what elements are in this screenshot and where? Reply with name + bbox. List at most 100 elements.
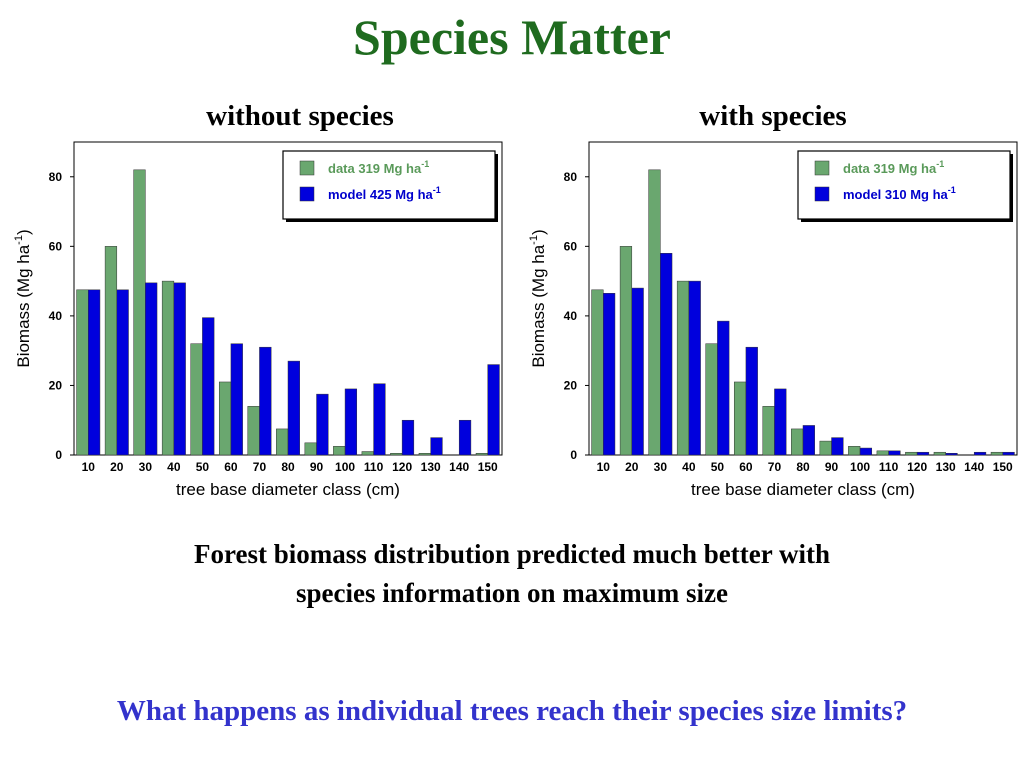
model-bar xyxy=(859,447,873,456)
data-bar xyxy=(104,246,118,456)
y-tick-label: 20 xyxy=(564,378,578,392)
y-tick-label: 80 xyxy=(49,170,63,184)
model-bar xyxy=(373,383,386,456)
legend-label-model: model 425 Mg ha-1 xyxy=(328,185,441,202)
data-bar xyxy=(390,453,403,456)
data-bar xyxy=(591,289,604,456)
model-bar xyxy=(802,425,815,456)
model-bar xyxy=(831,437,844,456)
data-bar xyxy=(304,442,317,456)
legend-label-model: model 310 Mg ha-1 xyxy=(843,185,956,202)
model-bar xyxy=(173,282,186,456)
x-tick-label: 60 xyxy=(739,460,753,474)
x-tick-label: 40 xyxy=(167,460,181,474)
data-bar xyxy=(848,446,861,456)
data-bar xyxy=(990,451,1003,456)
x-tick-label: 80 xyxy=(281,460,295,474)
model-bar xyxy=(145,282,158,456)
data-bar xyxy=(76,289,89,456)
x-tick-label: 20 xyxy=(625,460,639,474)
y-tick-label: 0 xyxy=(55,448,62,462)
slide-caption: Forest biomass distribution predicted mu… xyxy=(60,535,964,613)
caption-line-1: Forest biomass distribution predicted mu… xyxy=(193,539,830,569)
model-bar xyxy=(316,393,329,456)
legend-box xyxy=(282,150,496,220)
y-axis-label: Biomass (Mg ha-1) xyxy=(528,229,548,367)
model-bar xyxy=(116,289,129,456)
x-axis-label: tree base diameter class (cm) xyxy=(691,480,915,499)
y-tick-label: 80 xyxy=(564,170,578,184)
chart-title-without-species: without species xyxy=(206,100,394,132)
y-tick-label: 20 xyxy=(49,378,63,392)
data-bar xyxy=(475,453,488,456)
data-bar xyxy=(218,381,232,456)
x-tick-label: 50 xyxy=(196,460,210,474)
model-bar xyxy=(631,287,644,456)
x-tick-label: 130 xyxy=(421,460,441,474)
x-tick-label: 70 xyxy=(253,460,267,474)
x-tick-label: 140 xyxy=(449,460,469,474)
model-bar xyxy=(430,437,443,456)
data-bar xyxy=(247,406,260,456)
y-tick-label: 60 xyxy=(49,239,63,253)
data-bar xyxy=(733,381,747,456)
data-bar xyxy=(819,440,832,456)
data-bar xyxy=(133,169,146,456)
x-tick-label: 90 xyxy=(825,460,839,474)
slide-title: Species Matter xyxy=(353,9,671,65)
model-bar xyxy=(344,388,358,456)
model-bar xyxy=(202,317,215,456)
model-bar xyxy=(487,364,500,456)
data-bar xyxy=(762,406,775,456)
x-tick-label: 100 xyxy=(335,460,355,474)
legend-box xyxy=(797,150,1011,220)
model-bar xyxy=(688,280,701,456)
data-bar xyxy=(333,446,346,456)
model-bar xyxy=(916,451,930,456)
legend-swatch-data xyxy=(814,160,830,176)
model-bar xyxy=(603,293,616,456)
legend-label-data: data 319 Mg ha-1 xyxy=(843,159,944,176)
data-bar xyxy=(876,450,889,456)
data-bar xyxy=(648,169,661,456)
chart-with-species: 0 20 40 60 80 10 20 30 40 50 60 70 80 90 100 110 120 130 1… xyxy=(528,141,1018,499)
model-bar xyxy=(259,346,272,456)
data-bar xyxy=(705,343,718,456)
model-bar xyxy=(973,451,987,456)
data-bar xyxy=(190,343,203,456)
model-bar xyxy=(717,320,730,456)
x-tick-label: 110 xyxy=(364,460,384,474)
y-tick-label: 0 xyxy=(570,448,577,462)
x-tick-label: 90 xyxy=(310,460,324,474)
legend-swatch-model xyxy=(814,186,830,202)
y-tick-label: 40 xyxy=(564,309,578,323)
x-tick-label: 30 xyxy=(654,460,668,474)
x-tick-label: 20 xyxy=(110,460,124,474)
data-bar xyxy=(619,246,633,456)
data-bar xyxy=(933,451,946,456)
model-bar xyxy=(230,343,243,456)
model-bar xyxy=(660,253,673,456)
x-tick-label: 120 xyxy=(907,460,927,474)
caption-line-2: species information on maximum size xyxy=(296,578,728,608)
y-axis-label: Biomass (Mg ha-1) xyxy=(13,229,33,367)
data-bar xyxy=(161,280,175,456)
model-bar xyxy=(774,388,787,456)
model-bar xyxy=(888,450,901,456)
model-bar xyxy=(1002,451,1015,456)
x-tick-label: 130 xyxy=(936,460,956,474)
x-tick-label: 140 xyxy=(964,460,984,474)
x-tick-label: 120 xyxy=(392,460,412,474)
x-tick-label: 110 xyxy=(879,460,899,474)
y-tick-label: 60 xyxy=(564,239,578,253)
model-bar xyxy=(401,419,415,456)
slide-question: What happens as individual trees reach t… xyxy=(116,695,908,727)
x-tick-label: 40 xyxy=(682,460,696,474)
x-tick-label: 100 xyxy=(850,460,870,474)
x-tick-label: 70 xyxy=(768,460,782,474)
model-bar xyxy=(745,346,758,456)
y-tick-label: 40 xyxy=(49,309,63,323)
x-tick-label: 30 xyxy=(139,460,153,474)
legend-swatch-model xyxy=(299,186,315,202)
x-tick-label: 50 xyxy=(711,460,725,474)
